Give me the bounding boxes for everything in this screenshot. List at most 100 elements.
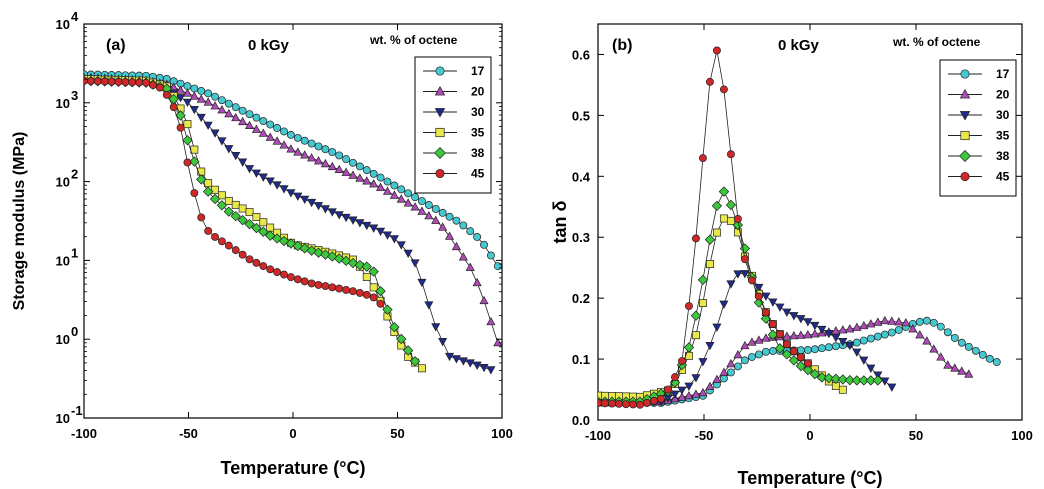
panel-b-series-30 bbox=[598, 270, 897, 408]
panel-a-series-20-point bbox=[417, 206, 427, 215]
panel-b-series-20-point bbox=[761, 333, 771, 342]
panel-a-series-45-point bbox=[211, 233, 219, 241]
panel-b-series-30-point bbox=[817, 325, 827, 335]
panel-a-data-layer bbox=[84, 70, 502, 375]
panel-a-series-30-point bbox=[348, 216, 358, 225]
panel-a-series-30-point bbox=[486, 366, 496, 375]
panel-b-series-17-point bbox=[915, 317, 924, 326]
panel-b-series-17-point bbox=[726, 368, 735, 377]
panel-b-series-30-point bbox=[852, 348, 862, 357]
panel-a-series-30-point bbox=[369, 224, 379, 233]
panel-b-series-30-point bbox=[740, 270, 750, 279]
panel-a-series-20-point bbox=[327, 161, 337, 171]
panel-a-series-20-point bbox=[438, 222, 448, 231]
panel-b-series-30-point bbox=[719, 300, 729, 309]
panel-b-ytick-label: 0.6 bbox=[572, 47, 590, 62]
panel-a-series-38-point bbox=[196, 174, 207, 185]
panel-b-series-38-point bbox=[809, 368, 821, 380]
panel-a-series-20-point bbox=[203, 97, 213, 106]
panel-a-series-30-point bbox=[382, 231, 393, 240]
panel-b-series-45-point bbox=[671, 373, 679, 382]
panel-a-series-20-point bbox=[389, 190, 399, 199]
panel-a-series-45-point bbox=[252, 258, 261, 267]
panel-b-series-38-point bbox=[816, 372, 828, 383]
panel-a-series-30-point bbox=[272, 181, 282, 190]
panel-a-series-45-point bbox=[93, 77, 102, 86]
panel-b-series-17-point bbox=[887, 328, 896, 337]
panel-a-series-20-point bbox=[369, 179, 379, 188]
panel-a-series-35-point bbox=[231, 200, 240, 209]
panel-a-ylabel: Storage modulus (MPa) bbox=[11, 132, 28, 311]
panel-a-series-35-point bbox=[197, 167, 206, 176]
panel-a-series-30-point bbox=[458, 357, 468, 366]
panel-b-series-38-point bbox=[753, 297, 765, 308]
panel-a-series-17-point bbox=[390, 181, 399, 190]
panel-a-series-17-point bbox=[238, 106, 247, 115]
panel-a-series-20-point bbox=[196, 94, 206, 103]
panel-a-series-30-point bbox=[320, 205, 330, 214]
panel-b-series-17-point bbox=[978, 350, 987, 359]
panel-a-series-20-point bbox=[210, 101, 220, 110]
panel-b-series-45-point bbox=[796, 353, 805, 362]
panel-a-series-30-point bbox=[417, 278, 427, 288]
panel-b-series-30-point bbox=[677, 386, 687, 395]
panel-b-series-30-point bbox=[880, 377, 890, 386]
panel-a-series-30-point bbox=[313, 202, 324, 211]
panel-a-series-38-point bbox=[313, 247, 324, 258]
panel-b-series-20-point bbox=[684, 390, 694, 400]
panel-a-series-35-point bbox=[245, 208, 254, 217]
panel-b-series-45-point bbox=[643, 398, 651, 407]
panel-a-series-38-point bbox=[182, 135, 193, 146]
panel-a-series-45-point bbox=[176, 123, 185, 132]
panel-a-series-20-point bbox=[279, 140, 289, 149]
panel-b-series-17-point bbox=[796, 346, 805, 355]
panel-a-series-20-point bbox=[493, 337, 502, 347]
panel-a-series-30-point bbox=[431, 323, 441, 332]
panel-b-series-30-point bbox=[803, 318, 813, 327]
panel-a-series-17-point bbox=[231, 103, 240, 112]
panel-b-series-17-point bbox=[950, 333, 959, 342]
panel-b-series-30-point bbox=[845, 342, 855, 351]
panel-a-series-30-point bbox=[189, 106, 199, 115]
panel-b-series-45-point bbox=[705, 77, 714, 86]
panel-b-legend-marker bbox=[960, 69, 970, 79]
panel-b-series-20-point bbox=[733, 349, 743, 359]
panel-a-series-35-point bbox=[259, 218, 268, 227]
panel-b-series-30-point bbox=[670, 390, 680, 399]
panel-b-series-17-point bbox=[873, 332, 882, 341]
panel-a-series-45-point bbox=[349, 287, 357, 296]
panel-a-series-30-point bbox=[279, 185, 289, 194]
panel-a-series-45-point bbox=[183, 158, 192, 167]
panel-a-series-35-point bbox=[217, 191, 226, 200]
panel-b-ticks: -100 -50 0 50 100 0.0 0.1 0.2 0.3 0.4 0.5 0.6 bbox=[572, 24, 1033, 443]
panel-a-series-17-point bbox=[480, 240, 488, 249]
panel-a-series-45-point bbox=[362, 290, 371, 299]
panel-a-series-20-point bbox=[244, 120, 255, 129]
panel-a-series-30-point bbox=[203, 121, 213, 130]
panel-b-series-17-point bbox=[971, 346, 980, 355]
panel-a-series-38-point bbox=[368, 266, 379, 277]
panel-a-series-17-point bbox=[418, 197, 426, 206]
panel-a-series-38-point bbox=[258, 226, 269, 238]
panel-a-series-30-point bbox=[396, 241, 406, 250]
panel-b-series-38-point bbox=[718, 186, 730, 197]
panel-b-legend-marker bbox=[959, 150, 971, 162]
panel-a-series-45-point bbox=[355, 288, 364, 297]
panel-b-label: (b) bbox=[612, 37, 632, 54]
panel-b-series-45-point bbox=[622, 400, 630, 409]
panel-b: -100 -50 0 50 100 0.0 0.1 0.2 0.3 0.4 0.5 0.6 (b) 0… bbox=[550, 23, 1033, 488]
panel-b-series-20-point bbox=[950, 363, 960, 372]
panel-a-series-45-point bbox=[293, 275, 302, 284]
panel-a-series-45-point bbox=[245, 255, 254, 264]
panel-a-series-17-point bbox=[383, 177, 392, 186]
panel-a-series-38-point bbox=[402, 345, 414, 356]
panel-b-series-30-point bbox=[705, 342, 715, 351]
panel-b-legend-marker bbox=[959, 111, 971, 121]
panel-b-series-20-point bbox=[691, 389, 701, 398]
panel-b-series-20-point bbox=[754, 335, 764, 344]
panel-a-legend-marker bbox=[434, 85, 446, 96]
panel-a-series-20-point bbox=[424, 210, 434, 220]
panel-b-legend-marker bbox=[960, 171, 970, 182]
panel-a-series-group bbox=[84, 70, 502, 375]
